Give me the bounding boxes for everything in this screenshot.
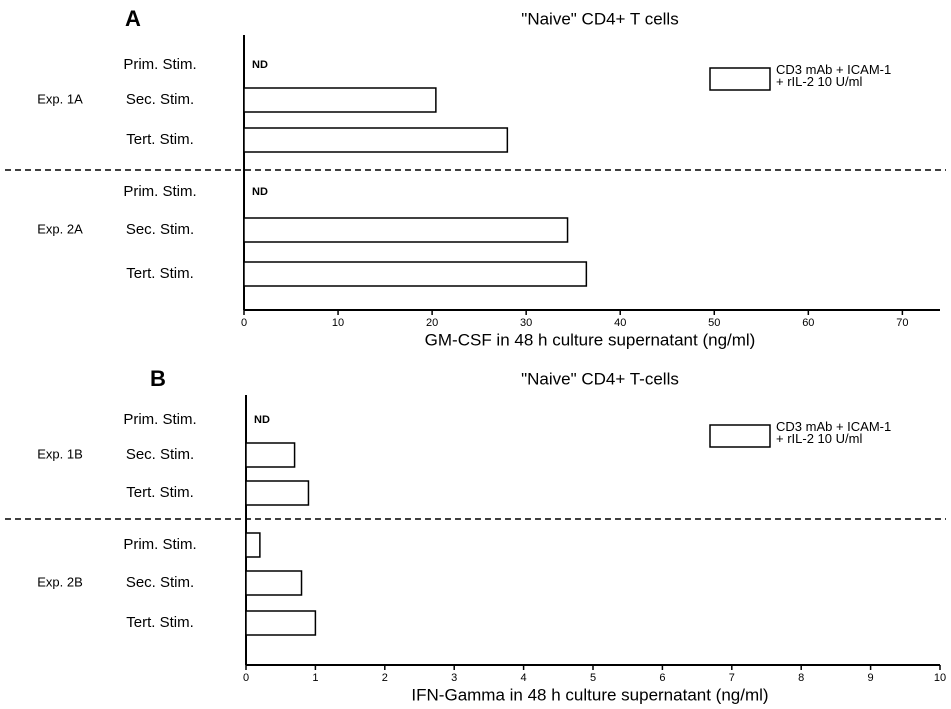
legend-label: CD3 mAb + ICAM-1 + rIL-2 10 U/ml	[776, 64, 892, 89]
category-label: Prim. Stim.	[123, 183, 196, 200]
x-tick-label: 50	[708, 317, 720, 329]
category-label: Tert. Stim.	[126, 484, 194, 501]
legend-swatch	[709, 67, 771, 91]
category-label: Sec. Stim.	[126, 446, 194, 463]
value-label: ND	[252, 186, 268, 198]
bar	[245, 570, 303, 596]
x-tick-label: 10	[332, 317, 344, 329]
category-label: Prim. Stim.	[123, 536, 196, 553]
category-label: Sec. Stim.	[126, 221, 194, 238]
value-label: ND	[254, 414, 270, 426]
x-tick-label: 4	[521, 672, 527, 684]
panel-label: A	[125, 6, 141, 31]
category-label: Sec. Stim.	[126, 574, 194, 591]
chart-title: "Naive" CD4+ T cells	[521, 9, 678, 28]
legend: CD3 mAb + ICAM-1 + rIL-2 10 U/ml	[776, 421, 892, 446]
x-tick-label: 0	[241, 317, 247, 329]
category-label: Prim. Stim.	[123, 411, 196, 428]
x-tick-label: 60	[802, 317, 814, 329]
legend-swatch	[709, 424, 771, 448]
bar	[245, 480, 310, 506]
category-label: Prim. Stim.	[123, 56, 196, 73]
bar	[243, 217, 569, 243]
x-tick-label: 3	[451, 672, 457, 684]
x-tick-label: 30	[520, 317, 532, 329]
x-tick-label: 5	[590, 672, 596, 684]
group-label: Exp. 2B	[37, 574, 83, 589]
x-tick-label: 8	[798, 672, 804, 684]
x-tick-label: 20	[426, 317, 438, 329]
bar	[245, 442, 296, 468]
legend-label: CD3 mAb + ICAM-1 + rIL-2 10 U/ml	[776, 421, 892, 446]
category-label: Tert. Stim.	[126, 265, 194, 282]
value-label: ND	[252, 59, 268, 71]
group-label: Exp. 2A	[37, 221, 83, 236]
group-label: Exp. 1B	[37, 446, 83, 461]
chart-title: "Naive" CD4+ T-cells	[521, 369, 679, 388]
panel-label: B	[150, 366, 166, 391]
x-tick-label: 70	[896, 317, 908, 329]
x-tick-label: 9	[868, 672, 874, 684]
x-tick-label: 0	[243, 672, 249, 684]
x-tick-label: 1	[312, 672, 318, 684]
x-tick-label: 6	[659, 672, 665, 684]
bar	[245, 532, 261, 558]
category-label: Tert. Stim.	[126, 131, 194, 148]
bar	[245, 610, 317, 636]
x-tick-label: 2	[382, 672, 388, 684]
bar	[243, 127, 509, 153]
x-axis-label: GM-CSF in 48 h culture supernatant (ng/m…	[425, 330, 756, 349]
x-axis-label: IFN-Gamma in 48 h culture supernatant (n…	[411, 685, 768, 704]
bar	[243, 87, 437, 113]
legend: CD3 mAb + ICAM-1 + rIL-2 10 U/ml	[776, 64, 892, 89]
x-tick-label: 40	[614, 317, 626, 329]
group-label: Exp. 1A	[37, 91, 83, 106]
x-tick-label: 10	[934, 672, 946, 684]
bar	[243, 261, 588, 287]
category-label: Tert. Stim.	[126, 614, 194, 631]
x-tick-label: 7	[729, 672, 735, 684]
category-label: Sec. Stim.	[126, 91, 194, 108]
